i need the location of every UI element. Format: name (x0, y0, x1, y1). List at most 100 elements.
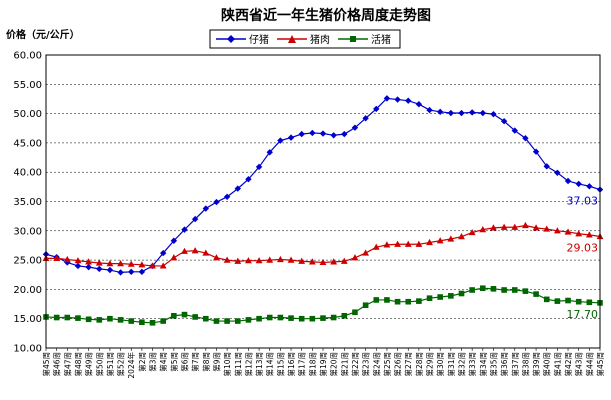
data-point-triangle (298, 257, 306, 264)
data-point-diamond (74, 262, 82, 270)
data-point-triangle (330, 258, 338, 265)
x-tick-label: 第26周 (393, 352, 403, 377)
data-point-triangle (362, 249, 370, 256)
data-point-diamond (436, 108, 444, 116)
end-value-label-2: 17.70 (567, 308, 599, 321)
y-tick-label: 55.00 (13, 80, 42, 91)
data-point-diamond (554, 169, 561, 176)
data-point-diamond (117, 269, 124, 276)
x-tick-label: 第12周 (243, 352, 253, 377)
data-point-diamond (213, 198, 220, 206)
data-point-diamond (128, 268, 135, 276)
x-tick-label: 第15周 (275, 352, 285, 377)
data-point-square (213, 318, 220, 324)
x-tick-label: 第34周 (478, 352, 488, 377)
data-point-diamond (255, 163, 263, 171)
x-tick-label: 第5周 (169, 352, 179, 372)
y-axis-title: 价格（元/公斤） (6, 28, 80, 41)
data-point-triangle (426, 238, 433, 246)
y-tick-label: 15.00 (13, 314, 42, 325)
data-point-square (586, 299, 593, 306)
data-point-square (511, 287, 518, 293)
data-point-diamond (383, 95, 391, 102)
data-point-triangle (287, 256, 295, 263)
data-point-diamond (106, 266, 114, 274)
legend-marker-diamond (227, 35, 235, 43)
data-point-square (139, 319, 145, 326)
data-point-diamond (522, 135, 529, 142)
y-tick-label: 30.00 (13, 226, 42, 237)
plot-frame (45, 54, 601, 349)
data-point-triangle (74, 257, 82, 264)
data-point-square (352, 309, 358, 316)
data-point-triangle (575, 230, 583, 237)
x-tick-label: 第36周 (499, 352, 509, 377)
data-point-square (490, 286, 497, 292)
data-point-square (565, 297, 571, 304)
y-tick-labels: 10.00 15.00 20.00 25.00 30.00 35.00 40.00 45.00… (13, 51, 42, 355)
data-point-diamond (170, 237, 178, 244)
data-point-diamond (298, 130, 305, 138)
data-point-square (480, 285, 486, 292)
data-point-triangle (415, 240, 423, 247)
data-point-triangle (522, 221, 529, 229)
data-point-square (75, 315, 81, 321)
data-point-square (128, 318, 135, 324)
data-point-square (171, 312, 177, 319)
data-point-square (405, 298, 412, 305)
data-point-triangle (383, 241, 391, 248)
data-point-triangle (266, 256, 274, 263)
data-point-diamond (191, 215, 199, 223)
data-point-triangle (53, 254, 61, 261)
data-point-diamond (468, 109, 476, 116)
x-tick-label: 第10周 (222, 352, 232, 377)
data-point-square (181, 311, 188, 318)
data-point-triangle (181, 247, 188, 254)
data-point-diamond (362, 115, 369, 122)
data-point-square (437, 294, 443, 300)
legend-marker-triangle (288, 35, 296, 43)
data-point-square (245, 317, 252, 323)
data-point-diamond (575, 180, 582, 188)
x-tick-label: 第13周 (254, 352, 264, 377)
data-point-square (416, 298, 422, 304)
data-point-square (394, 298, 401, 305)
x-tick-label: 第14周 (265, 352, 275, 377)
data-point-square (234, 318, 241, 324)
x-tick-label: 第9周 (211, 352, 221, 372)
data-point-diamond (426, 106, 433, 114)
x-tick-label: 第43周 (574, 352, 584, 377)
x-tick-label: 第32周 (457, 352, 467, 377)
data-point-triangle (159, 262, 167, 269)
x-tick-label: 第45周 (41, 352, 51, 377)
data-point-square (192, 314, 198, 320)
y-tick-label: 60.00 (13, 51, 42, 62)
x-tick-label: 第40周 (542, 352, 552, 377)
data-point-square (277, 314, 284, 321)
data-point-diamond (405, 97, 412, 104)
data-point-diamond (223, 193, 231, 201)
x-tick-label: 第17周 (297, 352, 307, 377)
data-point-triangle (436, 237, 444, 244)
data-point-triangle (170, 254, 178, 261)
data-point-diamond (543, 163, 550, 170)
data-point-triangle (394, 240, 401, 247)
x-tick-label: 第50周 (94, 352, 104, 377)
data-point-triangle (106, 260, 114, 267)
data-point-diamond (277, 137, 284, 144)
data-point-square (362, 302, 369, 309)
legend: 仔猪 猪肉 活猪 (209, 29, 401, 49)
y-tick-label: 35.00 (13, 197, 42, 208)
y-tick-label: 50.00 (13, 109, 42, 120)
x-tick-label: 第20周 (329, 352, 339, 377)
data-point-square (575, 298, 582, 305)
x-tick-label: 第22周 (350, 352, 360, 377)
data-point-diamond (532, 148, 540, 155)
data-point-diamond (266, 149, 273, 156)
data-point-square (330, 314, 337, 321)
data-point-triangle (213, 254, 220, 261)
x-tick-label: 第16周 (286, 352, 296, 377)
data-point-triangle (500, 223, 508, 230)
